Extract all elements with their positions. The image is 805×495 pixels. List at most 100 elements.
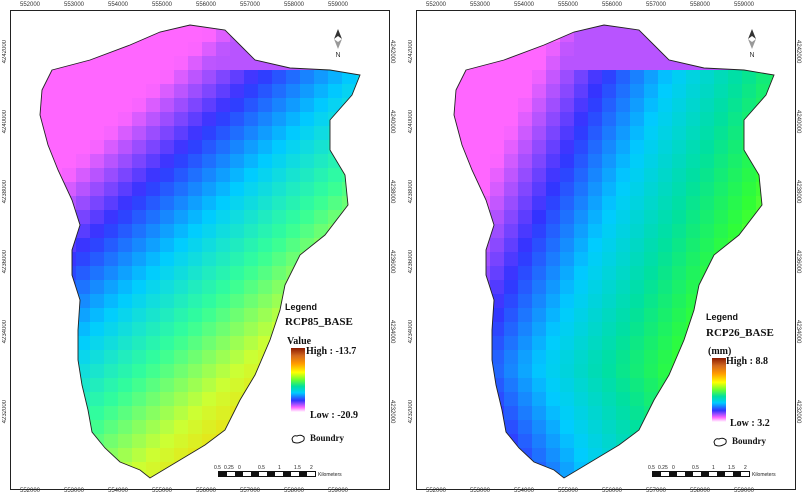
scale-unit-label: Kilometers [752,472,776,478]
x-tick: 557000 [646,488,667,494]
map-panel-right: 552000 553000 554000 555000 556000 55700… [406,0,805,495]
raster-map-right [453,24,775,479]
scale-label: 0 [672,465,675,471]
y-tick: 4240000 [795,110,801,134]
boundary-label: Boundry [310,433,345,443]
x-tick: 558000 [284,2,305,8]
y-tick: 4232000 [408,400,414,424]
x-tick: 559000 [734,2,755,8]
x-tick: 557000 [646,2,667,8]
x-tick: 552000 [426,2,447,8]
x-tick: 552000 [426,488,447,494]
scale-label: 0.25 [224,465,234,471]
x-tick: 556000 [196,2,217,8]
x-tick: 557000 [240,2,261,8]
x-tick: 556000 [602,2,623,8]
scale-label: 1 [278,465,281,471]
y-tick: 4234000 [2,320,8,344]
color-ramp [291,348,305,412]
scale-label: 2 [744,465,747,471]
y-tick: 4236000 [389,250,395,274]
scale-label: 0.5 [258,465,265,471]
x-tick: 559000 [328,2,349,8]
y-tick: 4242000 [2,40,8,64]
y-tick: 4234000 [389,320,395,344]
y-tick: 4238000 [389,180,395,204]
scale-label: 0.25 [658,465,668,471]
legend-layer-name: RCP26_BASE [706,327,774,339]
scale-label: 1 [712,465,715,471]
y-tick: 4234000 [795,320,801,344]
scale-label: 0 [238,465,241,471]
x-tick: 553000 [470,2,491,8]
y-tick: 4236000 [795,250,801,274]
x-tick: 558000 [690,488,711,494]
y-tick: 4238000 [408,180,414,204]
y-tick: 4240000 [408,110,414,134]
scale-bar [218,471,316,477]
boundary-symbol-icon [713,437,727,447]
scale-label: 0.5 [214,465,221,471]
y-tick: 4240000 [2,110,8,134]
x-tick: 553000 [64,2,85,8]
legend-low-label: Low : -20.9 [310,410,359,421]
scale-label: 0.5 [692,465,699,471]
x-tick: 558000 [284,488,305,494]
y-tick: 4242000 [795,40,801,64]
y-tick: 4240000 [389,110,395,134]
x-tick: 554000 [108,2,129,8]
x-tick: 553000 [64,488,85,494]
region-boundary [453,24,775,479]
legend-layer-name: RCP85_BASE [285,316,353,328]
y-tick: 4238000 [795,180,801,204]
legend-units: Value [287,336,312,347]
x-tick: 552000 [20,488,41,494]
color-ramp [712,358,726,422]
x-tick: 555000 [558,488,579,494]
y-tick: 4242000 [408,40,414,64]
x-tick: 554000 [108,488,129,494]
x-tick: 557000 [240,488,261,494]
raster-map-left [39,24,361,479]
x-tick: 555000 [152,2,173,8]
x-tick: 559000 [734,488,755,494]
x-tick: 556000 [196,488,217,494]
y-tick: 4232000 [795,400,801,424]
scale-bar [652,471,750,477]
legend-title: Legend [285,302,318,312]
scale-label: 1.5 [728,465,735,471]
y-tick: 4232000 [389,400,395,424]
x-tick: 553000 [470,488,491,494]
boundary-symbol-icon [291,434,305,444]
y-tick: 4238000 [2,180,8,204]
legend-units: (mm) [708,346,732,357]
x-tick: 552000 [20,2,41,8]
legend-high-label: High : 8.8 [726,356,768,367]
x-tick: 559000 [328,488,349,494]
legend-boundary: Boundry [712,436,766,447]
north-arrow-icon: N [746,28,758,59]
y-tick: 4234000 [408,320,414,344]
north-arrow-icon: N [332,28,344,59]
scale-label: 0.5 [648,465,655,471]
x-tick: 555000 [558,2,579,8]
map-panel-left: 552000 553000 554000 555000 556000 55700… [0,0,398,495]
boundary-label: Boundry [732,436,767,446]
scale-label: 2 [310,465,313,471]
x-tick: 554000 [514,2,535,8]
scale-unit-label: Kilometers [318,472,342,478]
y-tick: 4236000 [2,250,8,274]
legend-title: Legend [706,312,739,322]
legend-high-label: High : -13.7 [306,346,357,357]
legend-boundary: Boundry [290,433,344,444]
region-boundary [39,24,361,479]
x-tick: 556000 [602,488,623,494]
north-label: N [749,52,755,59]
y-tick: 4242000 [389,40,395,64]
y-tick: 4236000 [408,250,414,274]
x-tick: 554000 [514,488,535,494]
x-tick: 558000 [690,2,711,8]
north-label: N [335,52,341,59]
scale-label: 1.5 [294,465,301,471]
legend-low-label: Low : 3.2 [730,418,770,429]
